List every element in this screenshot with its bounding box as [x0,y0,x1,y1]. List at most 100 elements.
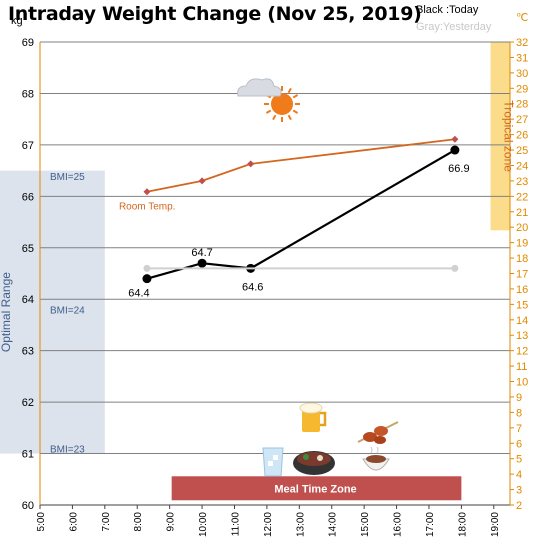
steam [370,446,379,454]
tropical-zone-label: Tropical zone [501,100,515,172]
right-axis-tick-label: 24 [516,160,528,172]
yakitori-icon [357,421,399,444]
right-axis-tick-label: 30 [516,68,528,80]
right-axis-tick-label: 7 [516,423,522,435]
x-axis-tick-label: 9:00 [166,512,177,532]
sun-ray [265,109,272,114]
right-axis-tick-label: 8 [516,407,522,419]
yakitori-piece [374,436,386,444]
today-data-label: 64.6 [242,281,263,293]
series-yesterday [143,264,459,272]
beer-icon [299,402,327,432]
soup-bowl-icon [362,446,390,471]
beer-handle [320,411,327,427]
right-axis-tick-label: 31 [516,52,528,64]
sun-ray [272,114,277,121]
bmi-marker-label: BMI=24 [50,306,85,317]
left-axis-tick-label: 69 [22,37,34,49]
water-glass-icon [262,447,284,477]
room-temp-point [198,177,206,185]
right-axis-tick-label: 13 [516,330,528,342]
sun-disc [271,93,293,115]
left-axis-tick-label: 65 [22,243,34,255]
right-axis-tick-label: 9 [516,392,522,404]
right-axis-tick-label: 15 [516,299,528,311]
sun-ray [287,87,292,94]
bmi-marker-label: BMI=25 [50,172,85,183]
right-axis-tick-label: 32 [516,37,528,49]
pot-food [297,452,331,466]
x-axis-tick-label: 5:00 [36,512,47,532]
meal-time-zone-label: Meal Time Zone [274,483,356,495]
x-axis-tick-label: 10:00 [198,512,209,537]
room-temp-label: Room Temp. [119,202,176,213]
pot-tofu [317,455,323,461]
beer-foam [299,402,323,414]
x-axis-tick-label: 12:00 [263,512,274,537]
right-axis-tick-label: 5 [516,454,522,466]
room-temp-point [143,188,151,196]
sun-ray [292,109,299,114]
pot-veg [303,454,309,460]
beer-glass [302,408,320,432]
right-axis-tick-label: 11 [516,361,527,373]
left-axis-tick-label: 66 [22,191,34,203]
right-axis-tick-label: 25 [516,145,528,157]
today-data-label: 64.7 [191,247,212,259]
optimal-range-band [0,170,105,454]
x-axis-tick-label: 14:00 [328,512,339,537]
meal-time-zone-band [171,476,462,501]
series-room-temp: Room Temp. [119,135,459,213]
sun-ray [292,94,299,99]
soup [366,455,386,463]
hotpot-icon [293,451,335,475]
series-today: 64.4 64.7 64.6 66.9 [128,145,470,300]
today-point [197,258,207,268]
right-axis-tick-label: 2 [516,500,522,512]
right-axis-tick-label: 19 [516,238,528,250]
left-axis-tick-label: 61 [22,449,34,461]
x-axis-tick-label: 16:00 [393,512,404,537]
right-axis-tick-label: 18 [516,253,528,265]
today-point [450,145,460,155]
right-axis-tick-label: 28 [516,99,528,111]
optimal-range-label: Optimal Range [0,272,13,352]
x-axis-tick-label: 8:00 [133,512,144,532]
sun-cloud-icon [237,78,300,122]
x-axis-tick-label: 13:00 [295,512,306,537]
series-line [146,149,456,280]
cloud-shape [237,78,282,97]
yakitori-piece [363,432,377,442]
x-axis-tick-label: 7:00 [101,512,112,532]
yesterday-point [143,264,151,272]
left-axis-tick-label: 64 [22,294,34,306]
x-axis-tick-label: 19:00 [490,512,501,537]
right-axis-tick-label: 26 [516,130,528,142]
x-axis-tick-label: 6:00 [68,512,79,532]
right-axis-unit: ℃ [516,12,529,24]
left-axis-tick-label: 67 [22,140,34,152]
right-axis-tick-label: 22 [516,191,528,203]
today-data-label: 64.4 [128,288,149,300]
legend-yesterday: Gray:Yesterday [416,21,492,33]
chart-title: Intraday Weight Change (Nov 25, 2019) [8,3,422,25]
right-axis-tick-label: 29 [516,83,528,95]
right-axis-tick-label: 20 [516,222,528,234]
x-axis-tick-label: 15:00 [360,512,371,537]
today-point [142,274,152,284]
bmi-marker-label: BMI=23 [50,444,85,455]
right-axis-tick-label: 27 [516,114,528,126]
room-temp-point [451,135,459,143]
left-axis-tick-label: 68 [22,88,34,100]
tropical-zone-band [490,42,510,231]
right-axis-tick-label: 23 [516,176,528,188]
ice-cube [268,461,273,466]
legend-today: Black :Today [416,4,479,16]
right-axis-tick-label: 16 [516,284,528,296]
right-axis-tick-label: 17 [516,269,528,281]
yakitori-piece [374,426,388,436]
right-axis-tick-label: 12 [516,346,528,358]
left-axis-unit: kg [11,15,23,27]
right-axis-tick-label: 3 [516,485,522,497]
yesterday-point [451,264,459,272]
